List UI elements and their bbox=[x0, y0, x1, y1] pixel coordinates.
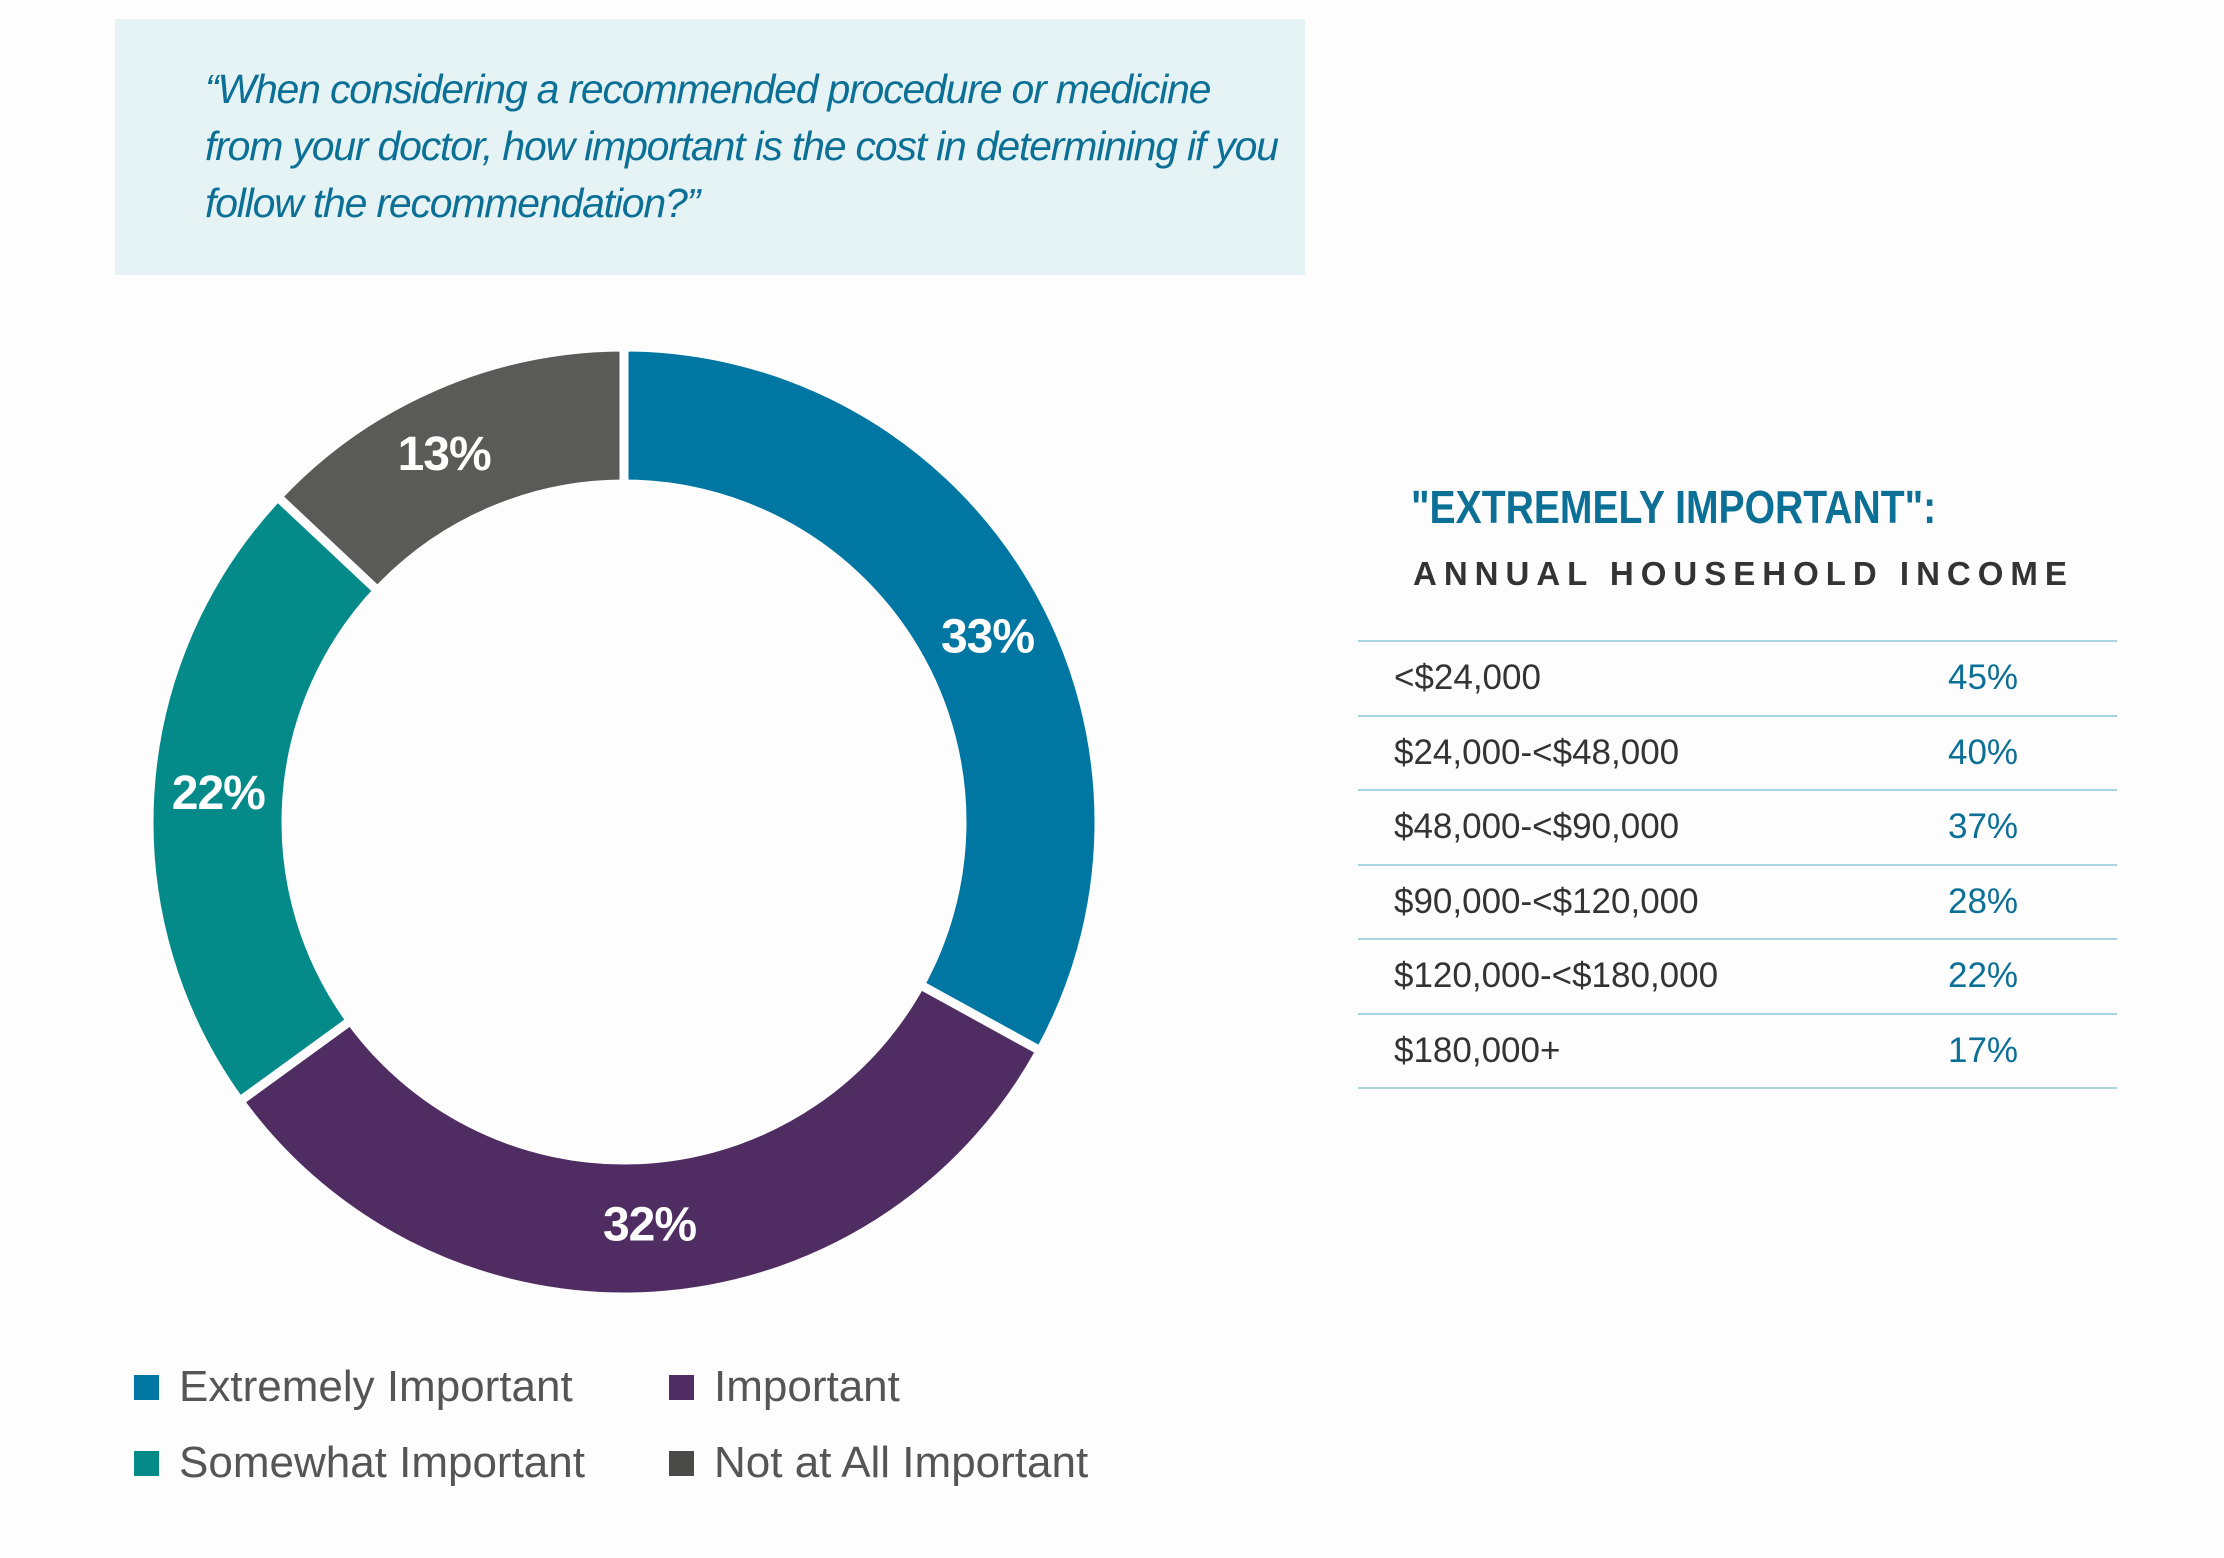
legend-item-extremely-important: Extremely Important bbox=[134, 1355, 669, 1419]
income-cell: $48,000-<$90,000 bbox=[1394, 807, 1680, 847]
income-cell: $120,000-<$180,000 bbox=[1394, 956, 1719, 996]
value-cell: 22% bbox=[1948, 956, 2019, 996]
legend-item-important: Important bbox=[669, 1355, 1129, 1419]
slice-label: 13% bbox=[398, 428, 491, 481]
side-subtitle: ANNUAL HOUSEHOLD INCOME bbox=[1413, 555, 2074, 592]
table-row: $48,000-<$90,000 37% bbox=[1358, 790, 2117, 865]
legend-swatch bbox=[669, 1450, 694, 1476]
side-title: "EXTREMELY IMPORTANT": bbox=[1411, 481, 1937, 533]
legend-swatch bbox=[669, 1374, 694, 1400]
income-table: <$24,000 45% $24,000-<$48,000 40% $48,000-… bbox=[1358, 640, 2117, 1089]
donut-slice-important bbox=[233, 978, 1047, 1302]
value-cell: 40% bbox=[1948, 732, 2019, 772]
question-text: “When considering a recommended procedur… bbox=[205, 66, 1279, 226]
income-cell: $90,000-<$120,000 bbox=[1394, 881, 1699, 921]
legend-swatch bbox=[134, 1374, 159, 1400]
legend-item-not-at-all-important: Not at All Important bbox=[669, 1431, 1129, 1495]
donut-slice-somewhat-important bbox=[144, 490, 384, 1108]
table-row: $180,000+ 17% bbox=[1358, 1013, 2117, 1088]
slice-label: 33% bbox=[941, 611, 1034, 664]
value-cell: 45% bbox=[1948, 658, 2019, 698]
legend-label: Important bbox=[714, 1362, 900, 1411]
legend-label: Somewhat Important bbox=[179, 1438, 585, 1487]
value-cell: 28% bbox=[1948, 881, 2019, 921]
donut-slice-extremely-important bbox=[619, 342, 1104, 1057]
chart-legend: Extremely Important Important Somewhat I… bbox=[134, 1355, 1129, 1495]
legend-label: Not at All Important bbox=[714, 1438, 1089, 1487]
donut-chart: 33% 32% 22% 13% bbox=[144, 342, 1104, 1302]
table-row: <$24,000 45% bbox=[1358, 641, 2117, 716]
table-row: $24,000-<$48,000 40% bbox=[1358, 715, 2117, 790]
legend-label: Extremely Important bbox=[179, 1362, 573, 1411]
value-cell: 17% bbox=[1948, 1030, 2019, 1070]
slice-label: 22% bbox=[172, 767, 265, 820]
income-cell: $180,000+ bbox=[1394, 1030, 1561, 1070]
slice-label: 32% bbox=[603, 1198, 696, 1251]
table-row: $120,000-<$180,000 22% bbox=[1358, 939, 2117, 1014]
income-cell: $24,000-<$48,000 bbox=[1394, 732, 1680, 772]
legend-swatch bbox=[134, 1450, 159, 1476]
question-box: “When considering a recommended procedur… bbox=[115, 19, 1305, 275]
legend-item-somewhat-important: Somewhat Important bbox=[134, 1431, 669, 1495]
donut-slice-not-at-all-important bbox=[271, 342, 629, 597]
value-cell: 37% bbox=[1948, 807, 2019, 847]
income-cell: <$24,000 bbox=[1394, 658, 1541, 698]
table-row: $90,000-<$120,000 28% bbox=[1358, 864, 2117, 939]
